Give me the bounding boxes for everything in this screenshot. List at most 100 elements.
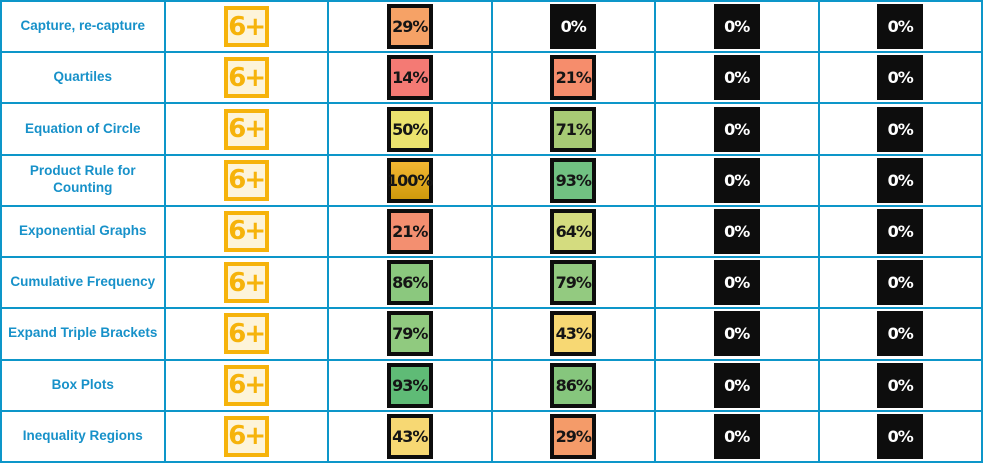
grade-badge[interactable]: 6+ — [223, 364, 269, 406]
topic-cell[interactable]: Equation of Circle — [0, 102, 166, 156]
score-badge[interactable]: 50% — [386, 106, 433, 152]
score-badge[interactable]: 0% — [713, 362, 760, 408]
topic-cell[interactable]: Expand Triple Brackets — [0, 307, 166, 361]
grade-cell: 6+ — [163, 153, 329, 207]
score-cell: 79% — [490, 256, 656, 310]
grade-badge[interactable]: 6+ — [223, 210, 269, 252]
grade-cell: 6+ — [163, 51, 329, 105]
score-cell: 79% — [327, 307, 493, 361]
score-cell: 0% — [654, 409, 820, 463]
score-badge[interactable]: 0% — [877, 157, 924, 203]
score-badge[interactable]: 0% — [713, 157, 760, 203]
topic-cell[interactable]: Product Rule for Counting — [0, 153, 166, 207]
topic-cell[interactable]: Capture, re-capture — [0, 0, 166, 54]
score-cell: 14% — [327, 51, 493, 105]
grade-badge[interactable]: 6+ — [223, 313, 269, 355]
score-cell: 43% — [490, 307, 656, 361]
table-row: Equation of Circle 6+ 50% 71% 0% 0% — [0, 102, 983, 156]
grade-cell: 6+ — [163, 204, 329, 259]
grade-cell: 6+ — [163, 358, 329, 412]
score-badge[interactable]: 71% — [550, 106, 597, 152]
score-badge[interactable]: 0% — [877, 311, 924, 357]
score-badge[interactable]: 21% — [386, 208, 433, 254]
score-badge[interactable]: 43% — [386, 413, 433, 459]
score-badge[interactable]: 43% — [550, 311, 597, 357]
score-cell: 0% — [817, 409, 983, 463]
score-badge[interactable]: 0% — [713, 4, 760, 50]
table-row: Quartiles 6+ 14% 21% 0% 0% — [0, 51, 983, 105]
score-cell: 86% — [490, 358, 656, 412]
score-cell: 21% — [490, 51, 656, 105]
table-row: Exponential Graphs 6+ 21% 64% 0% 0% — [0, 204, 983, 259]
grade-badge[interactable]: 6+ — [223, 159, 269, 201]
score-cell: 0% — [490, 0, 656, 54]
score-cell: 93% — [490, 153, 656, 207]
score-badge[interactable]: 93% — [550, 157, 597, 203]
score-cell: 0% — [654, 51, 820, 105]
score-badge[interactable]: 29% — [550, 413, 597, 459]
score-badge[interactable]: 0% — [877, 413, 924, 459]
score-badge[interactable]: 79% — [386, 311, 433, 357]
topic-cell[interactable]: Box Plots — [0, 358, 166, 412]
score-badge[interactable]: 0% — [713, 208, 760, 254]
table-row: Cumulative Frequency 6+ 86% 79% 0% 0% — [0, 256, 983, 310]
score-cell: 0% — [817, 0, 983, 54]
topic-cell[interactable]: Inequality Regions — [0, 409, 166, 463]
grade-badge[interactable]: 6+ — [223, 57, 269, 99]
grade-cell: 6+ — [163, 307, 329, 361]
score-cell: 0% — [817, 307, 983, 361]
score-cell: 71% — [490, 102, 656, 156]
grade-badge[interactable]: 6+ — [223, 262, 269, 304]
score-badge[interactable]: 0% — [713, 55, 760, 101]
table-row: Expand Triple Brackets 6+ 79% 43% 0% 0% — [0, 307, 983, 361]
grade-badge[interactable]: 6+ — [223, 6, 269, 48]
grade-badge[interactable]: 6+ — [223, 415, 269, 457]
grade-cell: 6+ — [163, 102, 329, 156]
score-cell: 0% — [654, 204, 820, 259]
score-badge[interactable]: 29% — [386, 4, 433, 50]
score-badge[interactable]: 21% — [550, 55, 597, 101]
score-cell: 0% — [654, 0, 820, 54]
table-row: Box Plots 6+ 93% 86% 0% 0% — [0, 358, 983, 412]
topic-cell[interactable]: Exponential Graphs — [0, 204, 166, 259]
score-cell: 43% — [327, 409, 493, 463]
score-cell: 21% — [327, 204, 493, 259]
grade-cell: 6+ — [163, 256, 329, 310]
grade-badge[interactable]: 6+ — [223, 108, 269, 150]
score-cell: 0% — [654, 256, 820, 310]
score-badge[interactable]: 86% — [386, 260, 433, 306]
score-badge[interactable]: 0% — [550, 4, 597, 50]
score-badge[interactable]: 93% — [386, 362, 433, 408]
score-badge[interactable]: 0% — [713, 413, 760, 459]
topic-cell[interactable]: Quartiles — [0, 51, 166, 105]
score-badge[interactable]: 0% — [877, 362, 924, 408]
score-badge[interactable]: 0% — [877, 4, 924, 50]
grade-cell: 6+ — [163, 0, 329, 54]
score-badge[interactable]: 64% — [550, 208, 597, 254]
score-badge[interactable]: 0% — [713, 260, 760, 306]
score-badge[interactable]: 0% — [877, 55, 924, 101]
table-row: Capture, re-capture 6+ 29% 0% 0% 0% — [0, 0, 983, 54]
score-badge[interactable]: 0% — [877, 106, 924, 152]
score-cell: 0% — [817, 256, 983, 310]
score-badge[interactable]: 0% — [713, 106, 760, 152]
score-badge[interactable]: 0% — [713, 311, 760, 357]
score-badge[interactable]: 100% — [386, 157, 433, 203]
score-badge[interactable]: 0% — [877, 260, 924, 306]
score-cell: 64% — [490, 204, 656, 259]
score-badge[interactable]: 14% — [386, 55, 433, 101]
score-badge[interactable]: 79% — [550, 260, 597, 306]
score-cell: 93% — [327, 358, 493, 412]
score-cell: 0% — [654, 358, 820, 412]
score-cell: 0% — [654, 102, 820, 156]
score-cell: 0% — [654, 153, 820, 207]
score-cell: 86% — [327, 256, 493, 310]
topic-cell[interactable]: Cumulative Frequency — [0, 256, 166, 310]
score-cell: 0% — [654, 307, 820, 361]
score-badge[interactable]: 86% — [550, 362, 597, 408]
score-cell: 0% — [817, 153, 983, 207]
score-badge[interactable]: 0% — [877, 208, 924, 254]
score-cell: 50% — [327, 102, 493, 156]
